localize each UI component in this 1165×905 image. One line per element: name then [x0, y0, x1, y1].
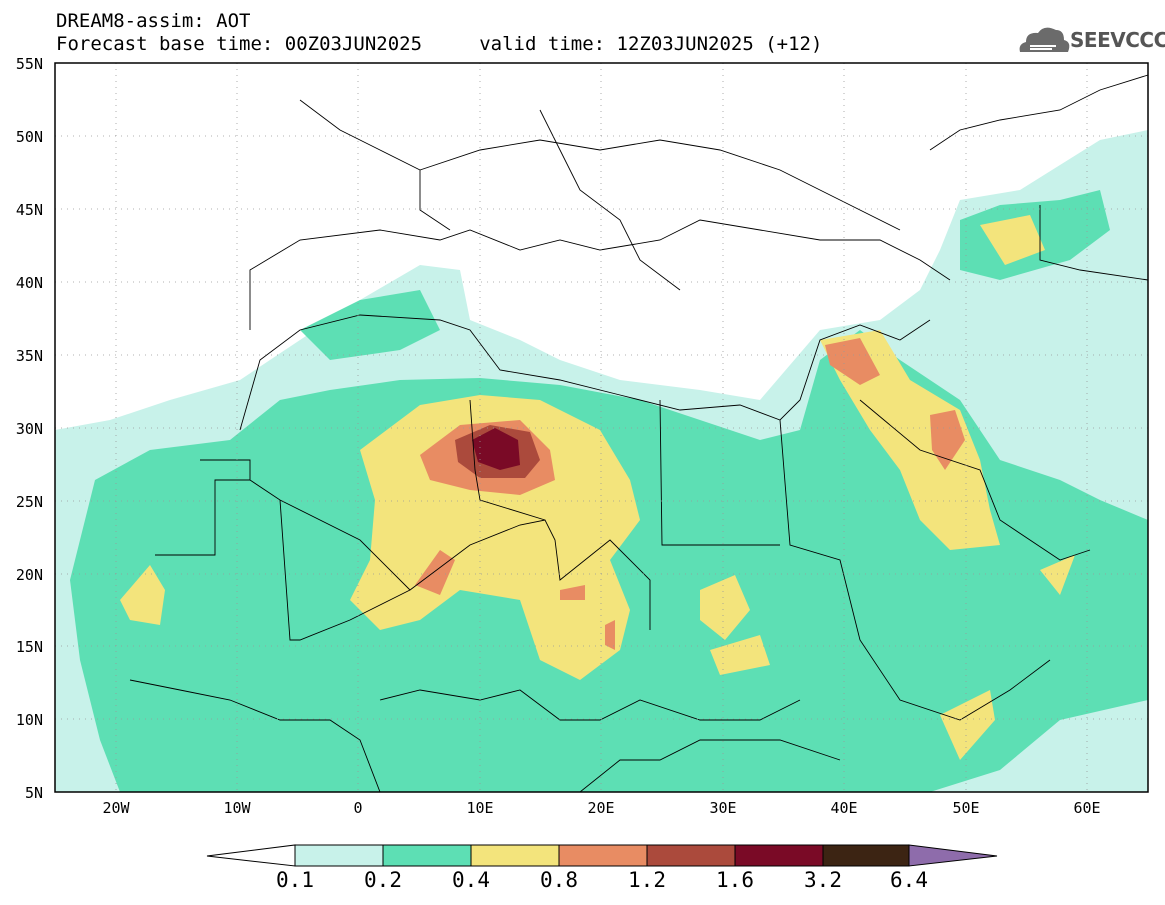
- colorbar-label: 0.1: [276, 868, 314, 892]
- lon-label: 10E: [466, 799, 494, 817]
- cloud-icon: [1019, 27, 1070, 52]
- colorbar-label: 1.2: [628, 868, 666, 892]
- logo-text: SEEVCCC: [1070, 28, 1165, 52]
- colorbar-low-arrow: [206, 844, 296, 867]
- lon-label: 0: [353, 799, 363, 817]
- lat-label: 15N: [15, 638, 43, 656]
- country-borders: [129, 74, 1148, 792]
- forecast-time-label: Forecast base time: 00Z03JUN2025 valid t…: [56, 33, 823, 55]
- colorbar-swatch: [822, 844, 910, 867]
- lat-label: 25N: [15, 493, 43, 511]
- colorbar-swatch: [470, 844, 560, 867]
- colorbar-swatch: [558, 844, 648, 867]
- aot-level-0-4: [120, 215, 1075, 760]
- colorbar-swatch: [734, 844, 824, 867]
- lat-label: 50N: [15, 128, 43, 146]
- colorbar-swatch: [646, 844, 736, 867]
- colorbar: [206, 844, 998, 867]
- lon-label: 10W: [223, 799, 251, 817]
- lon-label: 40E: [830, 799, 858, 817]
- colorbar-label: 3.2: [804, 868, 842, 892]
- lon-label: 30E: [709, 799, 737, 817]
- aot-level-1-6: [472, 428, 520, 470]
- lat-label: 55N: [15, 55, 43, 73]
- lat-label: 35N: [15, 347, 43, 365]
- graticule: [55, 63, 1148, 792]
- colorbar-swatch: [382, 844, 472, 867]
- lat-label: 20N: [15, 566, 43, 584]
- lon-label: 20E: [587, 799, 615, 817]
- colorbar-label: 0.8: [540, 868, 578, 892]
- lat-label: 5N: [24, 784, 43, 802]
- lon-label: 50E: [952, 799, 980, 817]
- lat-label: 45N: [15, 201, 43, 219]
- lat-label: 30N: [15, 420, 43, 438]
- chart-title: DREAM8-assim: AOT: [56, 10, 251, 32]
- colorbar-label: 0.4: [452, 868, 490, 892]
- lon-label: 60E: [1073, 799, 1101, 817]
- colorbar-label: 1.6: [716, 868, 754, 892]
- colorbar-label: 0.2: [364, 868, 402, 892]
- map-frame: [54, 62, 1149, 793]
- colorbar-high-arrow: [908, 844, 998, 867]
- aot-field: [55, 130, 1148, 792]
- colorbar-swatch: [294, 844, 384, 867]
- lat-label: 40N: [15, 274, 43, 292]
- lat-label: 10N: [15, 711, 43, 729]
- lon-label: 20W: [102, 799, 130, 817]
- colorbar-label: 6.4: [890, 868, 928, 892]
